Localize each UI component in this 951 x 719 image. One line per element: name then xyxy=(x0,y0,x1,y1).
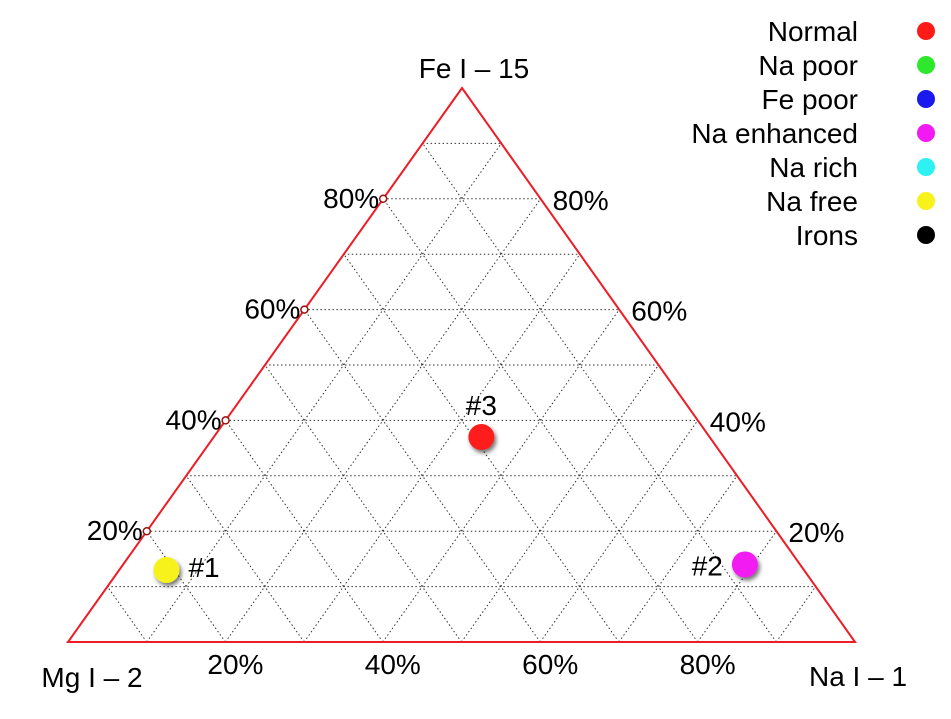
grid-line-mg xyxy=(225,420,384,643)
grid-line-mg xyxy=(422,143,777,643)
tick-label-right: 80% xyxy=(553,185,609,216)
tick-markers xyxy=(142,194,388,536)
tick-marker xyxy=(142,526,152,536)
tick-label-bottom: 40% xyxy=(365,649,421,680)
tick-marker xyxy=(221,416,230,425)
point-label: #1 xyxy=(188,552,219,583)
grid-line-mg xyxy=(382,198,699,643)
tick-marker xyxy=(300,305,309,314)
axis-label-right: Na I – 1 xyxy=(809,661,907,692)
legend-marker xyxy=(917,226,935,244)
grid-line-mg xyxy=(106,586,148,643)
tick-label-bottom: 60% xyxy=(522,649,578,680)
tick-label-left: 40% xyxy=(166,404,222,435)
axis-label-left: Mg I – 2 xyxy=(41,662,142,693)
legend-label: Na poor xyxy=(758,50,858,81)
data-point xyxy=(731,551,758,578)
tick-label-right: 20% xyxy=(788,517,844,548)
grid-line-na xyxy=(461,364,659,643)
grid-line-mg xyxy=(264,364,462,643)
grid xyxy=(106,142,817,643)
grid-line-mg xyxy=(146,530,226,643)
legend-marker xyxy=(917,22,935,40)
tick-label-right: 40% xyxy=(710,406,766,437)
grid-line-mg xyxy=(343,253,620,643)
tick-label-left: 20% xyxy=(87,515,143,546)
grid-line-na xyxy=(539,420,699,643)
tick-label-left: 80% xyxy=(323,183,379,214)
grid-line-na xyxy=(303,253,581,643)
legend-label: Na rich xyxy=(769,152,858,183)
grid-line-na xyxy=(697,530,777,643)
legend-marker xyxy=(917,192,935,210)
tick-label-bottom: 20% xyxy=(207,649,263,680)
legend-marker xyxy=(917,90,935,108)
legend-label: Na enhanced xyxy=(691,118,858,149)
legend-marker xyxy=(917,124,935,142)
tick-label-left: 60% xyxy=(244,294,300,325)
point-label: #2 xyxy=(692,550,723,581)
legend-label: Na free xyxy=(766,186,858,217)
legend-label: Normal xyxy=(768,16,858,47)
legend-marker xyxy=(917,56,935,74)
grid-line-na xyxy=(224,198,542,643)
data-points: #1 #2 #3 xyxy=(153,390,758,583)
point-label: #3 xyxy=(466,390,497,421)
tick-label-right: 60% xyxy=(631,296,687,327)
triangle-frame xyxy=(66,86,857,643)
data-point xyxy=(468,424,495,451)
tick-label-bottom: 80% xyxy=(680,649,736,680)
tick-marker xyxy=(378,194,388,204)
tick-labels: 20% 20% 20% 40% 40% 40% 60% 60% 60% 80% 80% 80% xyxy=(87,183,845,680)
legend-label: Irons xyxy=(796,220,858,251)
legend-marker xyxy=(917,158,935,176)
data-point xyxy=(153,556,180,583)
grid-line-na xyxy=(775,586,817,643)
legend-label: Fe poor xyxy=(762,84,859,115)
axis-label-top: Fe I – 15 xyxy=(419,53,530,84)
